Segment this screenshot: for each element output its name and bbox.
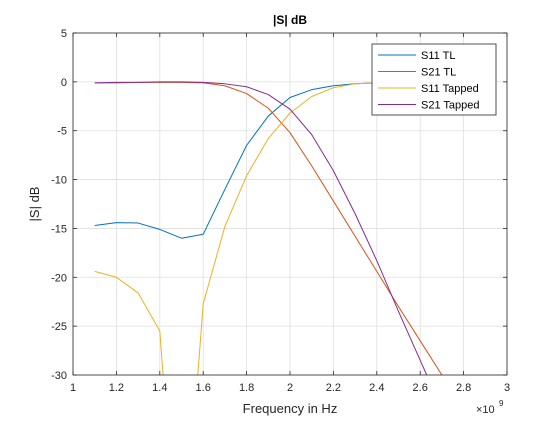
- x-tick-labels: 1 1.2 1.4 1.6 1.8 2 2.2 2.4 2.6 2.8 3: [70, 382, 510, 394]
- y-tick-labels: 5 0 -5 -10 -15 -20 -25 -30: [51, 28, 67, 382]
- legend: S11 TL S21 TL S11 Tapped S21 Tapped: [371, 43, 497, 116]
- x-tick-label: 1: [70, 382, 76, 394]
- x-tick-label: 1.4: [152, 382, 167, 394]
- x-axis-label: Frequency in Hz: [243, 401, 338, 416]
- x-tick-label: 2.6: [413, 382, 428, 394]
- y-tick-label: -15: [51, 223, 67, 235]
- x-tick-label: 2: [287, 382, 293, 394]
- series-layer: [94, 81, 443, 375]
- series-line-s21-tapped: [94, 81, 428, 375]
- y-axis-label: |S| dB: [27, 187, 42, 222]
- legend-label: S11 Tapped: [421, 83, 479, 95]
- series-line-s11-tapped: [94, 82, 377, 375]
- y-tick-label: -20: [51, 272, 67, 284]
- x-tick-label: 2.2: [326, 382, 341, 394]
- x-tick-label: 1.2: [109, 382, 124, 394]
- x-exponent-power: 9: [499, 399, 504, 408]
- x-tick-label: 1.6: [196, 382, 211, 394]
- x-tick-label: 2.4: [369, 382, 384, 394]
- legend-label: S11 TL: [421, 50, 455, 62]
- x-exponent-label: ×10: [476, 404, 495, 416]
- ticks: [72, 32, 508, 376]
- x-tick-label: 2.8: [456, 382, 471, 394]
- legend-label: S21 TL: [421, 67, 456, 79]
- series-line-s11-tl: [94, 82, 377, 239]
- y-tick-label: -10: [51, 175, 67, 187]
- x-tick-label: 3: [504, 382, 510, 394]
- y-tick-label: -5: [57, 126, 67, 138]
- legend-box: [371, 43, 497, 116]
- y-tick-label: 0: [61, 77, 67, 89]
- chart-title: |S| dB: [273, 13, 307, 27]
- y-tick-label: -30: [51, 370, 67, 382]
- y-tick-label: 5: [61, 28, 67, 40]
- y-tick-label: -25: [51, 321, 67, 333]
- x-tick-label: 1.8: [239, 382, 254, 394]
- legend-label: S21 Tapped: [421, 100, 480, 112]
